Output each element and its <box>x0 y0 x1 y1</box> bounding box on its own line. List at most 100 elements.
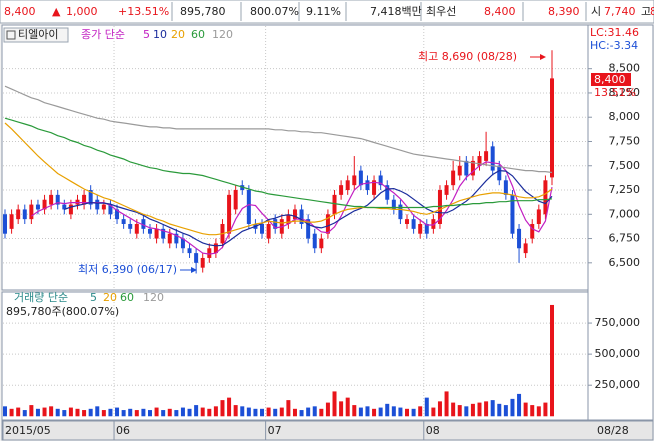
candle-body <box>213 243 218 254</box>
last-date: 08/28 <box>597 424 629 437</box>
volume-legend-label: 거래량 단순 <box>14 291 68 304</box>
volume-bar <box>517 393 522 417</box>
volume-bar <box>312 406 317 417</box>
x-tick-label: 08 <box>426 424 440 437</box>
volume-bar <box>174 410 179 417</box>
stock-box[interactable] <box>3 27 69 43</box>
candle-body <box>200 257 205 268</box>
candle-body <box>266 223 271 239</box>
candle-body <box>207 248 212 258</box>
volume-bar <box>180 407 185 417</box>
candle-body <box>101 204 106 210</box>
candle-body <box>154 228 159 239</box>
candle-body <box>273 219 278 229</box>
volume-bar <box>194 405 199 417</box>
y-tick-label: 8,500 <box>609 62 641 75</box>
candle-body <box>260 223 265 234</box>
candle-body <box>292 209 297 220</box>
candle-body <box>470 160 475 176</box>
volume-bar <box>451 402 456 417</box>
candle-body <box>405 219 410 224</box>
volume-bar <box>253 408 258 417</box>
candle-body <box>22 209 27 220</box>
volume-bar <box>240 406 245 417</box>
volume-bar <box>161 410 166 417</box>
header: 8,400 ▲ 1,000 +13.51% 895,780 800.07% 9.11% 7,4… <box>4 5 654 18</box>
candle-body <box>312 233 317 249</box>
candle-body <box>49 194 54 205</box>
y-tick-label: 7,500 <box>609 159 641 172</box>
volume-bar <box>55 408 60 417</box>
volume-bar <box>82 410 87 417</box>
change-label: 13.51% <box>594 86 636 99</box>
volume-bar <box>332 391 337 417</box>
legend-item: 5 <box>90 291 97 304</box>
volume-bar <box>418 406 423 417</box>
candle-body <box>306 219 311 239</box>
header-item: 고 <box>641 5 651 18</box>
volume-bar <box>167 408 172 417</box>
volume-bar <box>477 402 482 417</box>
candle-body <box>352 175 357 186</box>
candle-body <box>167 233 172 244</box>
volume-bar <box>68 407 73 417</box>
volume-bar <box>279 407 284 417</box>
legend-item: 10 <box>153 28 167 41</box>
candle-body <box>391 199 396 210</box>
candle-body <box>457 165 462 176</box>
candle-body <box>299 209 304 224</box>
candle-body <box>510 194 515 234</box>
volume-bar <box>464 406 469 417</box>
volume-bar <box>141 408 146 417</box>
high-annotation: 최고 8,690 (08/28) <box>418 50 517 63</box>
candle-body <box>484 151 489 161</box>
marks <box>3 50 554 417</box>
legend-item: 60 <box>191 28 205 41</box>
y-tick-label: 6,500 <box>609 256 641 269</box>
header-item: 8,390 <box>548 5 580 18</box>
header-item: 최우선 <box>426 5 456 18</box>
y-tick-label: 7,250 <box>609 183 641 196</box>
candle-body <box>108 204 113 215</box>
candle-body <box>16 209 21 220</box>
candle-body <box>174 233 179 244</box>
volume-subtitle: 895,780주(800.07%) <box>6 305 119 318</box>
candle-body <box>378 175 383 186</box>
header-bar <box>0 0 654 24</box>
volume-bar <box>115 407 120 417</box>
volume-bar <box>306 407 311 417</box>
volume-bar <box>411 408 416 417</box>
volume-bar <box>510 398 515 417</box>
volume-bar <box>431 407 436 417</box>
volume-bar <box>62 410 67 417</box>
volume-bar <box>497 403 502 417</box>
candle-body <box>464 160 469 176</box>
header-item: 시 <box>591 5 601 18</box>
volume-bar <box>134 410 139 417</box>
candle-body <box>35 204 40 210</box>
header-item: +13.51% <box>118 5 169 18</box>
header-item: 1,000 <box>66 5 98 18</box>
candle-body <box>497 165 502 181</box>
volume-bar <box>101 410 106 417</box>
header-item: 895,780 <box>180 5 226 18</box>
ma-line <box>4 117 553 209</box>
candle-body <box>128 223 133 229</box>
header-item: 8,400 <box>484 5 516 18</box>
candle-body <box>358 170 363 186</box>
candle-body <box>194 253 199 263</box>
volume-bar <box>108 408 113 417</box>
candle-body <box>82 194 87 205</box>
volume-bar <box>536 406 541 417</box>
candle-body <box>147 228 152 234</box>
y-tick-label: 250,000 <box>595 378 641 391</box>
candle-body <box>536 209 541 224</box>
candle-body <box>187 248 192 254</box>
volume-bar <box>530 405 535 417</box>
volume-bar <box>35 408 40 417</box>
header-separators <box>171 2 587 21</box>
legend-item: 60 <box>120 291 134 304</box>
candle-body <box>246 190 251 224</box>
candle-body <box>286 214 291 224</box>
volume-bar <box>29 405 34 417</box>
